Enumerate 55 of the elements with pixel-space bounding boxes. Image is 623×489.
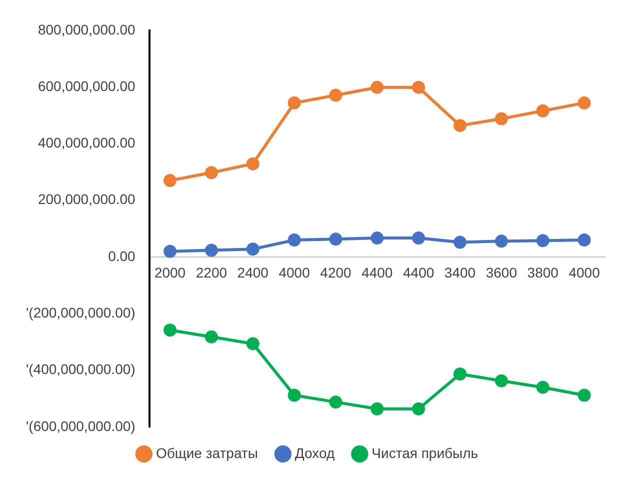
x-tick-label: 3800 xyxy=(527,264,559,280)
x-tick-label: 2200 xyxy=(196,264,228,280)
y-tick-label: '(200,000,000.00) xyxy=(26,304,136,321)
y-tick-label: 0.00 xyxy=(108,248,136,264)
point xyxy=(578,96,591,110)
point xyxy=(204,330,218,344)
point xyxy=(329,396,342,409)
point xyxy=(370,232,384,245)
x-tick-label: 3400 xyxy=(444,264,476,280)
y-tick-label: 800,000,000.00 xyxy=(38,21,136,38)
point xyxy=(288,96,301,110)
legend-label: Доход xyxy=(294,444,335,461)
point xyxy=(536,104,550,118)
point xyxy=(204,244,218,257)
point xyxy=(494,112,508,126)
legend-label: Общие затраты xyxy=(156,444,258,461)
y-tick-label: 400,000,000.00 xyxy=(38,134,136,151)
point xyxy=(412,232,426,245)
point xyxy=(164,174,177,188)
x-tick-label: 2000 xyxy=(154,264,186,280)
point xyxy=(454,368,467,381)
x-tick-label: 2400 xyxy=(237,264,269,280)
point xyxy=(204,166,218,180)
point xyxy=(164,244,177,258)
point xyxy=(494,234,508,248)
point xyxy=(246,337,260,350)
legend-label: Чистая прибыль xyxy=(372,444,478,461)
y-tick-label: '(400,000,000.00) xyxy=(26,361,136,378)
y-tick-label: 600,000,000.00 xyxy=(38,78,136,94)
point xyxy=(454,236,467,249)
point xyxy=(536,234,550,248)
x-tick-label: 4200 xyxy=(320,264,352,280)
point xyxy=(288,234,301,247)
point xyxy=(329,232,342,246)
x-tick-label: 4400 xyxy=(403,264,434,280)
point xyxy=(164,324,177,337)
point xyxy=(494,374,508,388)
point xyxy=(329,88,342,102)
point xyxy=(578,388,591,402)
point xyxy=(578,234,591,247)
x-tick-label: 4000 xyxy=(278,264,310,280)
y-tick-label: 200,000,000.00 xyxy=(38,191,136,208)
x-tick-label: 4000 xyxy=(568,264,600,280)
point xyxy=(370,80,384,94)
point xyxy=(412,80,426,94)
point xyxy=(536,380,550,394)
point xyxy=(412,402,426,416)
point xyxy=(370,402,384,416)
x-tick-label: 4400 xyxy=(362,264,393,280)
x-tick-label: 3600 xyxy=(486,264,518,280)
y-tick-label: '(600,000,000.00) xyxy=(26,418,136,434)
point xyxy=(246,157,260,170)
point xyxy=(454,119,467,132)
point xyxy=(246,242,260,256)
point xyxy=(288,388,301,402)
